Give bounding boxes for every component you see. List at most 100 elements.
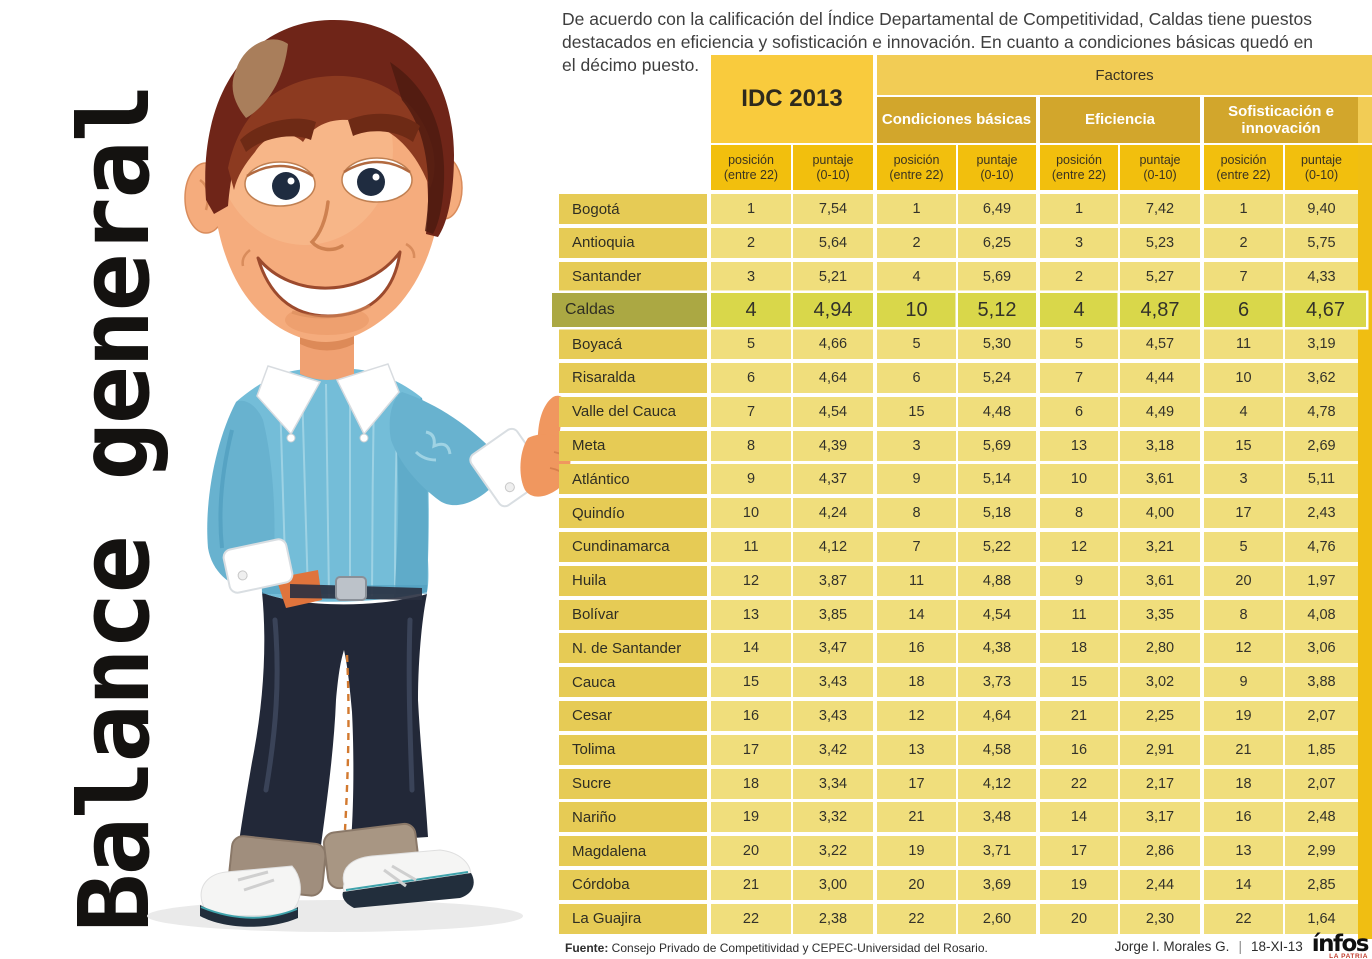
cell-idc-puntaje: 4,64 bbox=[793, 362, 873, 393]
cell-idc-posicion: 9 bbox=[711, 464, 791, 495]
cell-sofisticacion-puntaje: 2,07 bbox=[1285, 700, 1358, 731]
table-row: Nariño 19 3,32 21 3,48 14 3,17 16 2,48 bbox=[559, 802, 1372, 833]
source-text: Consejo Privado de Competitividad y CEPE… bbox=[608, 941, 988, 955]
cell-sofisticacion-posicion: 16 bbox=[1204, 802, 1283, 833]
right-eyelid-line bbox=[343, 160, 411, 174]
cell-sofisticacion-posicion: 19 bbox=[1204, 700, 1283, 731]
cell-idc-puntaje: 3,43 bbox=[793, 667, 873, 698]
row-name-cell: Bolívar bbox=[559, 599, 707, 630]
cell-idc-posicion: 19 bbox=[711, 802, 791, 833]
cell-eficiencia-posicion: 19 bbox=[1040, 869, 1118, 900]
cell-condiciones-puntaje: 5,69 bbox=[958, 261, 1036, 292]
cell-eficiencia-posicion: 2 bbox=[1040, 261, 1118, 292]
table-row: Meta 8 4,39 3 5,69 13 3,18 15 2,69 bbox=[559, 430, 1372, 461]
cell-condiciones-puntaje: 4,48 bbox=[958, 396, 1036, 427]
cell-condiciones-puntaje: 4,54 bbox=[958, 599, 1036, 630]
cell-idc-puntaje: 4,24 bbox=[793, 498, 873, 529]
cell-sofisticacion-posicion: 14 bbox=[1204, 869, 1283, 900]
cell-condiciones-posicion: 6 bbox=[877, 362, 956, 393]
cell-idc-posicion: 7 bbox=[711, 396, 791, 427]
cell-idc-posicion: 21 bbox=[711, 869, 791, 900]
row-name-cell: Quindío bbox=[559, 498, 707, 529]
pants bbox=[237, 592, 428, 858]
table-row: Cundinamarca 11 4,12 7 5,22 12 3,21 5 4,… bbox=[559, 531, 1372, 562]
cell-sofisticacion-puntaje: 1,85 bbox=[1285, 734, 1358, 765]
cell-idc-puntaje: 3,87 bbox=[793, 565, 873, 596]
cell-condiciones-puntaje: 4,38 bbox=[958, 633, 1036, 664]
cell-eficiencia-posicion: 20 bbox=[1040, 903, 1118, 934]
cell-condiciones-posicion: 21 bbox=[877, 802, 956, 833]
cell-condiciones-posicion: 3 bbox=[877, 430, 956, 461]
row-name-cell: Meta bbox=[559, 430, 707, 461]
cell-eficiencia-posicion: 18 bbox=[1040, 633, 1118, 664]
cell-condiciones-posicion: 4 bbox=[877, 261, 956, 292]
source-note: Fuente: Consejo Privado de Competitivida… bbox=[565, 941, 988, 955]
cell-condiciones-puntaje: 5,22 bbox=[958, 531, 1036, 562]
cell-condiciones-posicion: 18 bbox=[877, 667, 956, 698]
cell-condiciones-puntaje: 6,25 bbox=[958, 227, 1036, 258]
cell-condiciones-posicion: 9 bbox=[877, 464, 956, 495]
cell-condiciones-posicion: 17 bbox=[877, 768, 956, 799]
cell-eficiencia-posicion: 9 bbox=[1040, 565, 1118, 596]
cell-sofisticacion-posicion: 9 bbox=[1204, 667, 1283, 698]
table-body: Bogotá 1 7,54 1 6,49 1 7,42 1 9,40 Antio… bbox=[552, 194, 1372, 938]
cell-condiciones-posicion: 12 bbox=[877, 700, 956, 731]
column-label-puntaje: puntaje (0-10) bbox=[793, 145, 873, 190]
cell-eficiencia-puntaje: 2,44 bbox=[1120, 869, 1200, 900]
factores-banner: Factores bbox=[877, 55, 1372, 95]
table-right-strip bbox=[1358, 145, 1372, 939]
row-name-cell: Magdalena bbox=[559, 836, 707, 867]
column-label-posicion: posición (entre 22) bbox=[1040, 145, 1118, 190]
cell-eficiencia-puntaje: 2,30 bbox=[1120, 903, 1200, 934]
cell-idc-puntaje: 3,32 bbox=[793, 802, 873, 833]
right-eyebrow bbox=[348, 113, 420, 142]
cell-eficiencia-puntaje: 2,91 bbox=[1120, 734, 1200, 765]
right-shoe-laces bbox=[383, 864, 417, 888]
cell-sofisticacion-puntaje: 2,69 bbox=[1285, 430, 1358, 461]
table-row: Sucre 18 3,34 17 4,12 22 2,17 18 2,07 bbox=[559, 768, 1372, 799]
table-row: Santander 3 5,21 4 5,69 2 5,27 7 4,33 bbox=[559, 261, 1372, 292]
cell-idc-puntaje: 3,85 bbox=[793, 599, 873, 630]
cell-sofisticacion-posicion: 18 bbox=[1204, 768, 1283, 799]
table-row: La Guajira 22 2,38 22 2,60 20 2,30 22 1,… bbox=[559, 903, 1372, 934]
cell-idc-puntaje: 4,54 bbox=[793, 396, 873, 427]
right-pupil bbox=[357, 168, 385, 196]
column-label-puntaje: puntaje (0-10) bbox=[958, 145, 1036, 190]
cell-sofisticacion-posicion: 4 bbox=[1204, 396, 1283, 427]
cell-sofisticacion-posicion: 10 bbox=[1204, 362, 1283, 393]
cell-eficiencia-posicion: 14 bbox=[1040, 802, 1118, 833]
row-name-cell: Santander bbox=[559, 261, 707, 292]
row-name-cell: Valle del Cauca bbox=[559, 396, 707, 427]
row-name-cell: Cesar bbox=[559, 700, 707, 731]
cell-eficiencia-puntaje: 3,17 bbox=[1120, 802, 1200, 833]
cell-condiciones-puntaje: 4,88 bbox=[958, 565, 1036, 596]
cell-sofisticacion-puntaje: 9,40 bbox=[1285, 194, 1358, 224]
cell-idc-posicion: 18 bbox=[711, 768, 791, 799]
cell-condiciones-posicion: 2 bbox=[877, 227, 956, 258]
row-name-cell: La Guajira bbox=[559, 903, 707, 934]
infos-la-patria-logo: ínfos LA PATRIA bbox=[1312, 933, 1370, 959]
cell-idc-posicion: 14 bbox=[711, 633, 791, 664]
cell-eficiencia-posicion: 12 bbox=[1040, 531, 1118, 562]
pants-highlight bbox=[263, 617, 415, 793]
cell-eficiencia-puntaje: 3,02 bbox=[1120, 667, 1200, 698]
hand-palm bbox=[520, 434, 571, 497]
cell-eficiencia-puntaje: 4,57 bbox=[1120, 329, 1200, 360]
cell-eficiencia-posicion: 17 bbox=[1040, 836, 1118, 867]
column-label-posicion: posición (entre 22) bbox=[877, 145, 956, 190]
cell-sofisticacion-posicion: 8 bbox=[1204, 599, 1283, 630]
table-row: Cauca 15 3,43 18 3,73 15 3,02 9 3,88 bbox=[559, 667, 1372, 698]
cell-condiciones-puntaje: 5,24 bbox=[958, 362, 1036, 393]
group-header-condiciones-basicas: Condiciones básicas bbox=[877, 97, 1036, 143]
cell-sofisticacion-puntaje: 4,08 bbox=[1285, 599, 1358, 630]
cell-sofisticacion-puntaje: 1,64 bbox=[1285, 903, 1358, 934]
row-name-cell: Boyacá bbox=[559, 329, 707, 360]
hair-dark-streak bbox=[390, 62, 445, 234]
cell-eficiencia-puntaje: 2,25 bbox=[1120, 700, 1200, 731]
cell-idc-puntaje: 4,66 bbox=[793, 329, 873, 360]
mouth-smile bbox=[256, 250, 402, 318]
credit-date: 18-XI-13 bbox=[1250, 939, 1303, 955]
cell-eficiencia-puntaje: 2,80 bbox=[1120, 633, 1200, 664]
left-shoe bbox=[200, 865, 301, 917]
